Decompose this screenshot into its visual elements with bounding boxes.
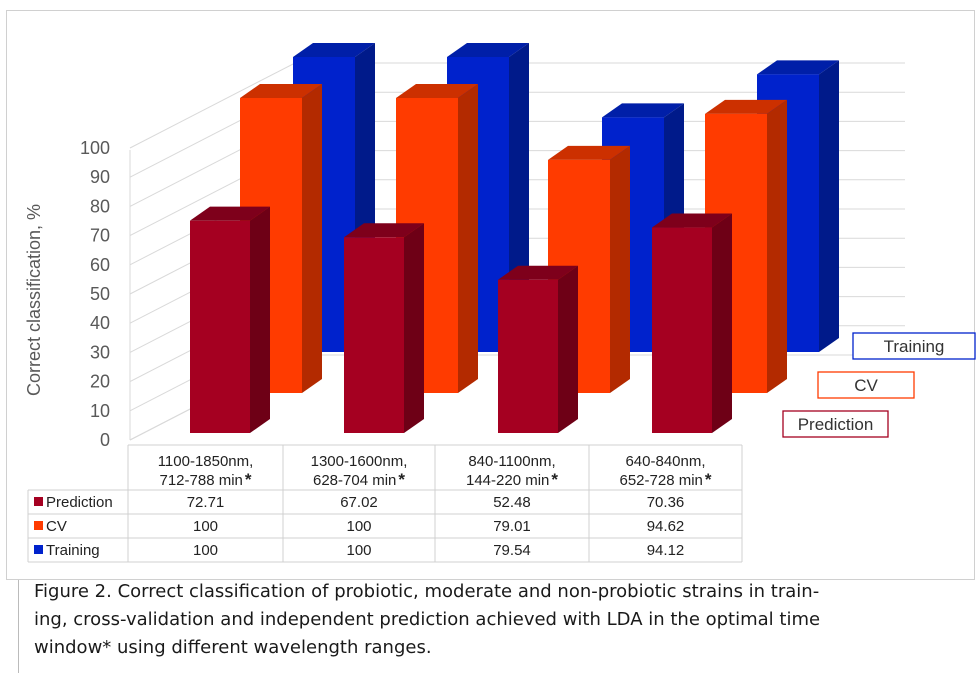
bar-prediction-2: [344, 223, 424, 433]
bar-cv-1-top: [240, 84, 322, 98]
table-cell: 72.71: [187, 494, 225, 511]
y-tick-label: 90: [90, 167, 110, 187]
table-cell: 79.01: [493, 518, 531, 535]
bar-training-4-side: [819, 60, 839, 352]
table-row-label: Training: [46, 542, 100, 559]
table-row-label: CV: [46, 518, 67, 535]
y-tick-label: 80: [90, 196, 110, 216]
table-cell: 100: [193, 518, 218, 535]
table-legend-key: [34, 545, 43, 554]
bar-prediction-4-top: [652, 213, 732, 228]
table-cell: 94.12: [647, 542, 685, 559]
legend: Prediction CV Training: [782, 332, 976, 438]
bar-cv-3-top: [548, 145, 630, 160]
bar-prediction-1-front: [190, 220, 250, 433]
bar-training-3-top: [602, 103, 684, 118]
bar-prediction-4: [652, 213, 732, 433]
chart-frame: [6, 10, 975, 580]
figure-caption: Figure 2. Correct classification of prob…: [34, 578, 964, 662]
bar-prediction-3-front: [498, 279, 558, 433]
y-tick-label: 0: [100, 430, 110, 450]
bar-cv-3-side: [610, 145, 630, 393]
bar-prediction-1-top: [190, 206, 270, 221]
bar-cv-1-side: [302, 84, 322, 393]
bar-prediction-1-side: [250, 206, 270, 433]
bar-training-1-top: [293, 43, 375, 57]
category-label-line1: 1300-1600nm,: [311, 453, 408, 470]
table-legend-key: [34, 497, 43, 506]
table-cell: 100: [346, 518, 371, 535]
category-label-line2: 652-728 min *: [619, 470, 711, 489]
table-cell: 100: [346, 542, 371, 559]
caption-line-1: Figure 2. Correct classification of prob…: [34, 581, 820, 602]
table-cell: 67.02: [340, 494, 378, 511]
table-legend-key: [34, 521, 43, 530]
legend-prediction: Prediction: [782, 410, 889, 438]
bar-prediction-1: [190, 206, 270, 433]
y-tick-label: 60: [90, 255, 110, 275]
y-tick-label: 40: [90, 313, 110, 333]
bar-prediction-3: [498, 265, 578, 433]
legend-label: Training: [884, 337, 945, 356]
bar-prediction-2-side: [404, 223, 424, 433]
category-label-line1: 1100-1850nm,: [158, 453, 254, 470]
bar-prediction-3-side: [558, 265, 578, 433]
legend-label: Prediction: [798, 415, 874, 434]
bar-prediction-4-side: [712, 213, 732, 433]
legend-label: CV: [854, 376, 878, 395]
y-tick-label: 20: [90, 372, 110, 392]
bar-training-2-top: [447, 43, 529, 57]
table-row-label: Prediction: [46, 494, 113, 511]
bar-prediction-4-front: [652, 227, 712, 433]
y-axis-ticks: 0 10 20 30 40 50 60 70 80 90 100: [80, 138, 110, 450]
caption-line-3: window* using different wavelength range…: [34, 637, 432, 658]
legend-cv: CV: [817, 371, 915, 399]
caption-line-2: ing, cross-validation and independent pr…: [34, 609, 821, 630]
caption-rule: [18, 580, 19, 673]
y-tick-label: 70: [90, 226, 110, 246]
bar-cv-4-top: [705, 99, 787, 114]
table-cell: 52.48: [493, 494, 531, 511]
y-tick-label: 10: [90, 401, 110, 421]
bar-prediction-3-top: [498, 265, 578, 280]
bar-prediction-2-top: [344, 223, 424, 238]
y-tick-label: 100: [80, 138, 110, 158]
y-tick-label: 30: [90, 342, 110, 362]
bar-cv-4-side: [767, 99, 787, 393]
bar-cv-2-side: [458, 84, 478, 393]
category-label-line2: 628-704 min *: [313, 470, 405, 489]
bar-prediction-2-front: [344, 237, 404, 433]
bar-cv-2-top: [396, 84, 478, 98]
y-axis-label: Correct classification, %: [24, 204, 44, 396]
table-cell: 94.62: [647, 518, 685, 535]
chart-bars: [190, 43, 839, 433]
table-cell: 79.54: [493, 542, 531, 559]
category-label-line2: 144-220 min *: [466, 470, 558, 489]
table-cell: 70.36: [647, 494, 685, 511]
category-label-line1: 640-840nm,: [625, 453, 705, 470]
category-label-line1: 840-1100nm,: [468, 453, 555, 470]
bar-training-4-top: [757, 60, 839, 75]
data-table: 1100-1850nm,712-788 min * 1300-1600nm,628-…: [27, 444, 743, 563]
category-label-line2: 712-788 min *: [159, 470, 251, 489]
chart-3d-bar: 0 10 20 30 40 50 60 70 80 90 100 Correct classific…: [24, 43, 976, 563]
legend-training: Training: [852, 332, 976, 360]
table-cell: 100: [193, 542, 218, 559]
y-tick-label: 50: [90, 284, 110, 304]
